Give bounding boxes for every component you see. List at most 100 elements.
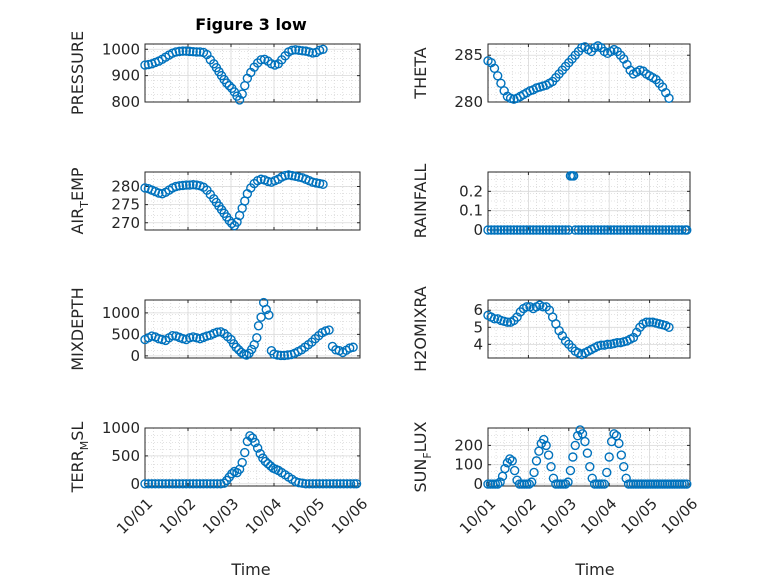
subplot-pressure: 800 900 1000 PRESSURE xyxy=(68,31,361,115)
data-point xyxy=(543,450,554,460)
data-point xyxy=(628,225,639,235)
data-point xyxy=(612,225,622,235)
data-point xyxy=(227,469,237,479)
subplot-theta: 280 285 THETA xyxy=(411,41,691,111)
data-point xyxy=(221,78,232,88)
data-point xyxy=(171,181,181,192)
data-point xyxy=(301,479,311,489)
minor-grid xyxy=(487,300,691,358)
axes-box xyxy=(144,427,361,487)
data-point xyxy=(240,447,250,458)
y-tick-label: 500 xyxy=(111,325,140,343)
data-point xyxy=(515,225,526,235)
axes-box xyxy=(487,427,691,487)
data-point xyxy=(486,225,496,235)
data-point xyxy=(522,225,532,235)
y-tick-label: 500 xyxy=(111,447,140,465)
data-point xyxy=(308,177,318,187)
y-tick-label: 280 xyxy=(454,93,483,111)
data-point xyxy=(560,479,571,489)
data-point xyxy=(621,473,631,483)
data-point xyxy=(167,330,178,341)
data-point xyxy=(212,327,222,337)
series-sun_flux xyxy=(483,425,692,489)
data-point xyxy=(518,225,529,235)
data-point xyxy=(489,63,500,74)
data-point xyxy=(174,181,185,191)
series-air_temp xyxy=(140,170,328,231)
data-point xyxy=(616,450,627,460)
data-point xyxy=(505,454,515,464)
axes-box xyxy=(144,171,361,231)
data-point xyxy=(335,479,345,489)
data-point xyxy=(157,479,167,489)
data-point xyxy=(593,225,603,235)
data-point xyxy=(304,479,314,489)
y-tick-label: 0 xyxy=(130,475,140,493)
data-point xyxy=(263,176,273,187)
y-tick-label: 5 xyxy=(473,318,483,336)
data-point xyxy=(582,448,593,458)
subplot-mixdepth: 0 500 1000 MIXDEPTH xyxy=(68,287,361,371)
data-point xyxy=(625,225,635,235)
data-point xyxy=(599,225,610,235)
data-point xyxy=(499,225,509,235)
plot-area xyxy=(145,44,360,102)
data-point xyxy=(644,317,655,327)
series-rainfall xyxy=(483,171,692,235)
data-point xyxy=(682,479,692,489)
data-point xyxy=(283,170,294,180)
data-point xyxy=(154,479,164,489)
data-point xyxy=(568,171,579,181)
data-point xyxy=(264,310,274,320)
data-point xyxy=(276,350,286,361)
data-point xyxy=(325,479,335,489)
ticks xyxy=(487,44,691,103)
data-point xyxy=(188,179,198,190)
data-point xyxy=(294,477,304,488)
data-point xyxy=(651,225,661,235)
y-tick-label: 270 xyxy=(111,214,140,232)
series-theta xyxy=(483,41,674,104)
ticks xyxy=(487,300,691,358)
minor-grid xyxy=(487,44,691,102)
data-point xyxy=(657,225,668,235)
data-point xyxy=(256,55,266,65)
data-point xyxy=(245,431,255,441)
data-point xyxy=(664,225,674,235)
data-point xyxy=(667,225,677,235)
data-point xyxy=(185,46,195,57)
data-point xyxy=(252,443,263,453)
data-point xyxy=(648,225,658,235)
data-point xyxy=(212,479,222,489)
data-point xyxy=(622,225,632,235)
data-point xyxy=(577,225,587,235)
y-axis-label: RAINFALL xyxy=(411,164,430,239)
data-point xyxy=(580,436,590,447)
y-tick-label: 0 xyxy=(473,475,483,493)
data-point xyxy=(191,479,202,489)
data-point xyxy=(602,339,613,350)
data-point xyxy=(164,479,174,489)
data-point xyxy=(589,225,600,235)
data-point xyxy=(483,225,493,235)
series-mixdepth xyxy=(140,297,358,361)
data-point xyxy=(670,225,681,235)
data-point xyxy=(641,225,652,235)
y-tick-label: 100 xyxy=(454,456,483,474)
y-tick-label: 280 xyxy=(111,178,140,196)
data-point xyxy=(509,225,519,235)
data-point xyxy=(349,479,359,489)
data-point xyxy=(609,225,619,235)
series-pressure xyxy=(140,44,328,105)
y-tick-label: 0 xyxy=(473,221,483,239)
data-point xyxy=(272,350,283,360)
data-point xyxy=(297,46,308,56)
data-point xyxy=(171,479,181,489)
data-point xyxy=(489,225,500,235)
data-point xyxy=(181,180,191,190)
data-point xyxy=(250,437,260,448)
data-point xyxy=(185,180,195,190)
data-point xyxy=(160,479,171,489)
data-point xyxy=(231,342,241,352)
